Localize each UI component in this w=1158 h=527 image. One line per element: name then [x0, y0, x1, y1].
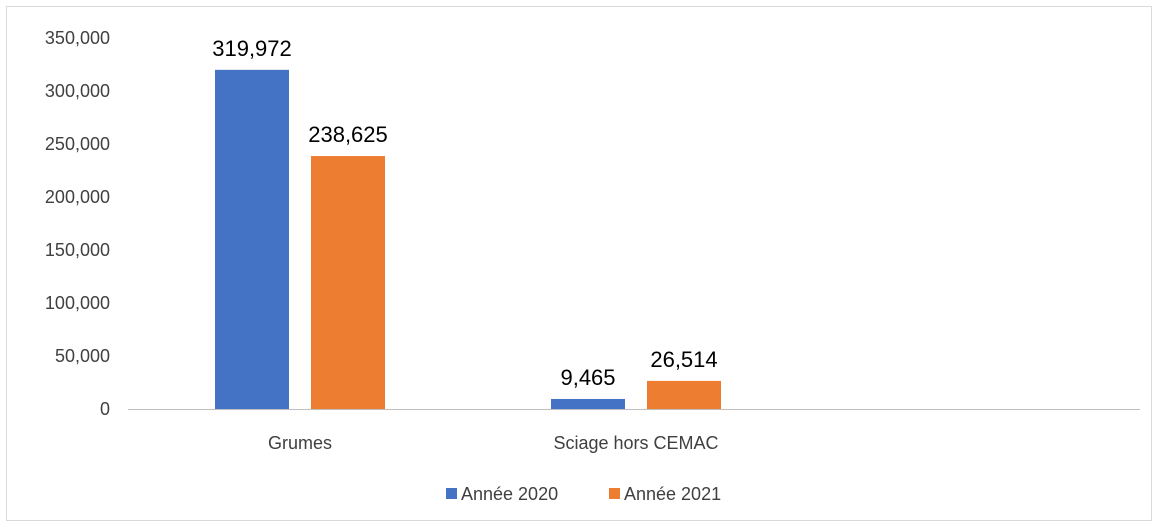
chart-frame	[6, 6, 1152, 521]
data-label: 9,465	[560, 365, 615, 390]
y-tick-label: 250,000	[45, 134, 110, 154]
bar	[551, 398, 625, 409]
legend-swatch	[609, 488, 620, 499]
y-tick-label: 350,000	[45, 28, 110, 48]
y-tick-label: 150,000	[45, 240, 110, 260]
legend-swatch	[446, 488, 457, 499]
bar	[311, 156, 385, 409]
data-label: 238,625	[308, 122, 388, 147]
x-tick-label: Sciage hors CEMAC	[553, 433, 718, 453]
plot-area: 319,972 238,625 9,465 26,514	[212, 36, 721, 409]
legend-label: Année 2020	[461, 484, 558, 504]
x-tick-label: Grumes	[268, 433, 332, 453]
y-axis: 0 50,000 100,000 150,000 200,000 250,000 300,0…	[45, 28, 110, 419]
legend-label: Année 2021	[624, 484, 721, 504]
y-tick-label: 50,000	[55, 346, 110, 366]
y-tick-label: 100,000	[45, 293, 110, 313]
bar	[647, 380, 721, 409]
legend: Année 2020 Année 2021	[446, 484, 721, 504]
bar	[215, 69, 289, 409]
x-axis: Grumes Sciage hors CEMAC	[268, 433, 719, 453]
y-tick-label: 200,000	[45, 187, 110, 207]
data-label: 26,514	[650, 347, 717, 372]
data-label: 319,972	[212, 36, 292, 61]
y-tick-label: 0	[100, 399, 110, 419]
y-tick-label: 300,000	[45, 81, 110, 101]
